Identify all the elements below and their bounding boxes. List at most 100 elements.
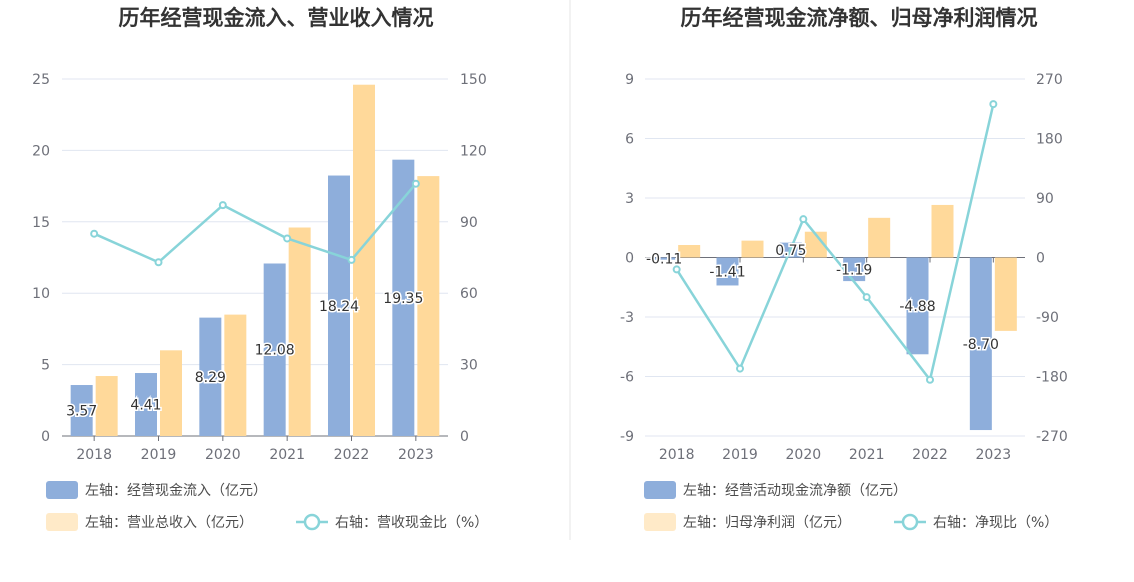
right-axis-tick-label: -90	[1036, 310, 1059, 326]
legend-swatch	[644, 513, 676, 531]
ratio-point	[862, 293, 871, 302]
left-axis-tick-label: -9	[620, 429, 634, 445]
legend-swatch	[46, 513, 78, 531]
left-axis-tick-label: 0	[625, 251, 634, 267]
bar-primary	[653, 257, 676, 260]
ratio-point	[926, 375, 934, 384]
chart-panel-net-cashflow-profit: 历年经营现金流净额、归母净利润情况 9 270 6 180 3 90 0 0 -3 -90 -6 -18…	[620, 6, 1068, 531]
bar-value-label: -4.88	[899, 299, 935, 315]
left-axis-tick-label: 20	[32, 143, 50, 159]
left-axis-tick-label: 9	[625, 72, 634, 88]
bar-primary	[263, 263, 286, 436]
ratio-point	[672, 265, 681, 274]
bar-value-label: -0.11	[646, 252, 682, 268]
bar-secondary	[868, 217, 891, 258]
left-axis-tick-label: 15	[32, 215, 50, 231]
legend-swatch-marker	[901, 513, 919, 531]
bar-value-label: 3.57	[66, 404, 97, 420]
left-axis-tick-label: 10	[32, 286, 50, 302]
right-axis-tick-label: -180	[1036, 370, 1068, 386]
x-axis-tick-label: 2020	[205, 447, 241, 463]
right-axis-tick-label: 90	[1036, 191, 1054, 207]
bar-value-label: 8.29	[195, 370, 226, 386]
right-axis-tick-label: 180	[1036, 132, 1063, 148]
legend-swatch	[46, 481, 78, 499]
bar-value-label: -8.70	[963, 337, 999, 353]
ratio-point	[90, 229, 99, 238]
x-axis-tick-label: 2022	[334, 447, 370, 463]
bar-primary	[716, 257, 739, 286]
ratio-point	[218, 201, 227, 210]
bar-secondary	[804, 231, 827, 258]
right-axis-tick-label: 0	[1036, 251, 1045, 267]
bar-secondary	[95, 376, 118, 436]
bar-value-label: -1.41	[709, 264, 745, 280]
ratio-point	[283, 234, 292, 243]
x-axis-tick-label: 2019	[722, 447, 758, 463]
legend-label: 右轴：净现比（%）	[933, 515, 1058, 531]
bar-value-label: 19.35	[383, 291, 423, 307]
legend-label: 左轴：经营活动现金流净额（亿元）	[683, 483, 907, 499]
bar-primary	[328, 175, 350, 436]
x-axis-tick-label: 2018	[659, 447, 695, 463]
right-axis-tick-label: 150	[460, 72, 487, 88]
right-axis-tick-label: 120	[460, 143, 487, 159]
right-axis-tick-label: 30	[460, 358, 478, 374]
x-axis-tick-label: 2023	[398, 447, 434, 463]
bar-value-label: 12.08	[255, 343, 295, 359]
ratio-line	[93, 182, 417, 264]
ratio-line	[675, 103, 995, 382]
bar-secondary	[353, 84, 375, 436]
bar-secondary	[160, 350, 182, 436]
left-axis-tick-label: -6	[620, 370, 634, 386]
x-axis-tick-label: 2020	[786, 447, 822, 463]
bar-primary	[70, 385, 93, 436]
bar-value-label: 18.24	[319, 299, 359, 315]
ratio-point	[411, 179, 420, 188]
bar-secondary	[678, 245, 701, 258]
bar-secondary	[417, 176, 440, 436]
chart-title: 历年经营现金流入、营业收入情况	[119, 6, 434, 30]
right-axis-tick-label: 270	[1036, 72, 1063, 88]
left-axis-tick-label: 5	[41, 358, 50, 374]
legend-swatch	[644, 481, 676, 499]
bar-value-label: -1.19	[836, 262, 872, 278]
right-axis-tick-label: 0	[460, 429, 469, 445]
bar-primary	[906, 257, 929, 355]
bar-secondary	[741, 240, 764, 258]
bar-value-label: 0.75	[775, 243, 806, 259]
bar-value-label: 4.41	[130, 398, 161, 414]
x-axis-tick-label: 2018	[76, 447, 112, 463]
ratio-point	[989, 100, 998, 109]
ratio-point	[154, 258, 163, 267]
left-axis-tick-label: 25	[32, 72, 50, 88]
x-axis-tick-label: 2022	[912, 447, 948, 463]
x-axis-tick-label: 2021	[269, 447, 305, 463]
x-axis-tick-label: 2023	[976, 447, 1012, 463]
legend-label: 左轴：营业总收入（亿元）	[85, 515, 253, 531]
right-axis-tick-label: 90	[460, 215, 478, 231]
ratio-point	[799, 215, 808, 224]
ratio-point	[736, 364, 744, 373]
ratio-point	[347, 255, 356, 264]
left-axis-tick-label: 6	[625, 132, 634, 148]
bar-primary	[199, 317, 222, 436]
bar-primary	[969, 257, 992, 431]
left-axis-tick-label: 3	[625, 191, 634, 207]
legend-label: 左轴：归母净利润（亿元）	[683, 514, 851, 531]
bar-primary	[135, 373, 157, 436]
legend-label: 左轴：经营现金流入（亿元）	[85, 483, 267, 499]
legend-label: 右轴：营收现金比（%）	[335, 515, 488, 531]
left-axis-tick-label: -3	[620, 310, 634, 326]
chart-title: 历年经营现金流净额、归母净利润情况	[681, 6, 1038, 30]
chart-panel-cashflow-revenue: 历年经营现金流入、营业收入情况 25 150 20 120 15 90 10 60 5 30 0 0 20…	[32, 6, 488, 531]
x-axis-tick-label: 2019	[141, 447, 177, 463]
bar-secondary	[224, 314, 247, 436]
bar-secondary	[931, 204, 954, 258]
x-axis-tick-label: 2021	[849, 447, 885, 463]
right-axis-tick-label: 60	[460, 286, 478, 302]
left-axis-tick-label: 0	[41, 429, 50, 445]
bar-secondary	[288, 227, 311, 436]
bar-primary	[392, 159, 415, 436]
